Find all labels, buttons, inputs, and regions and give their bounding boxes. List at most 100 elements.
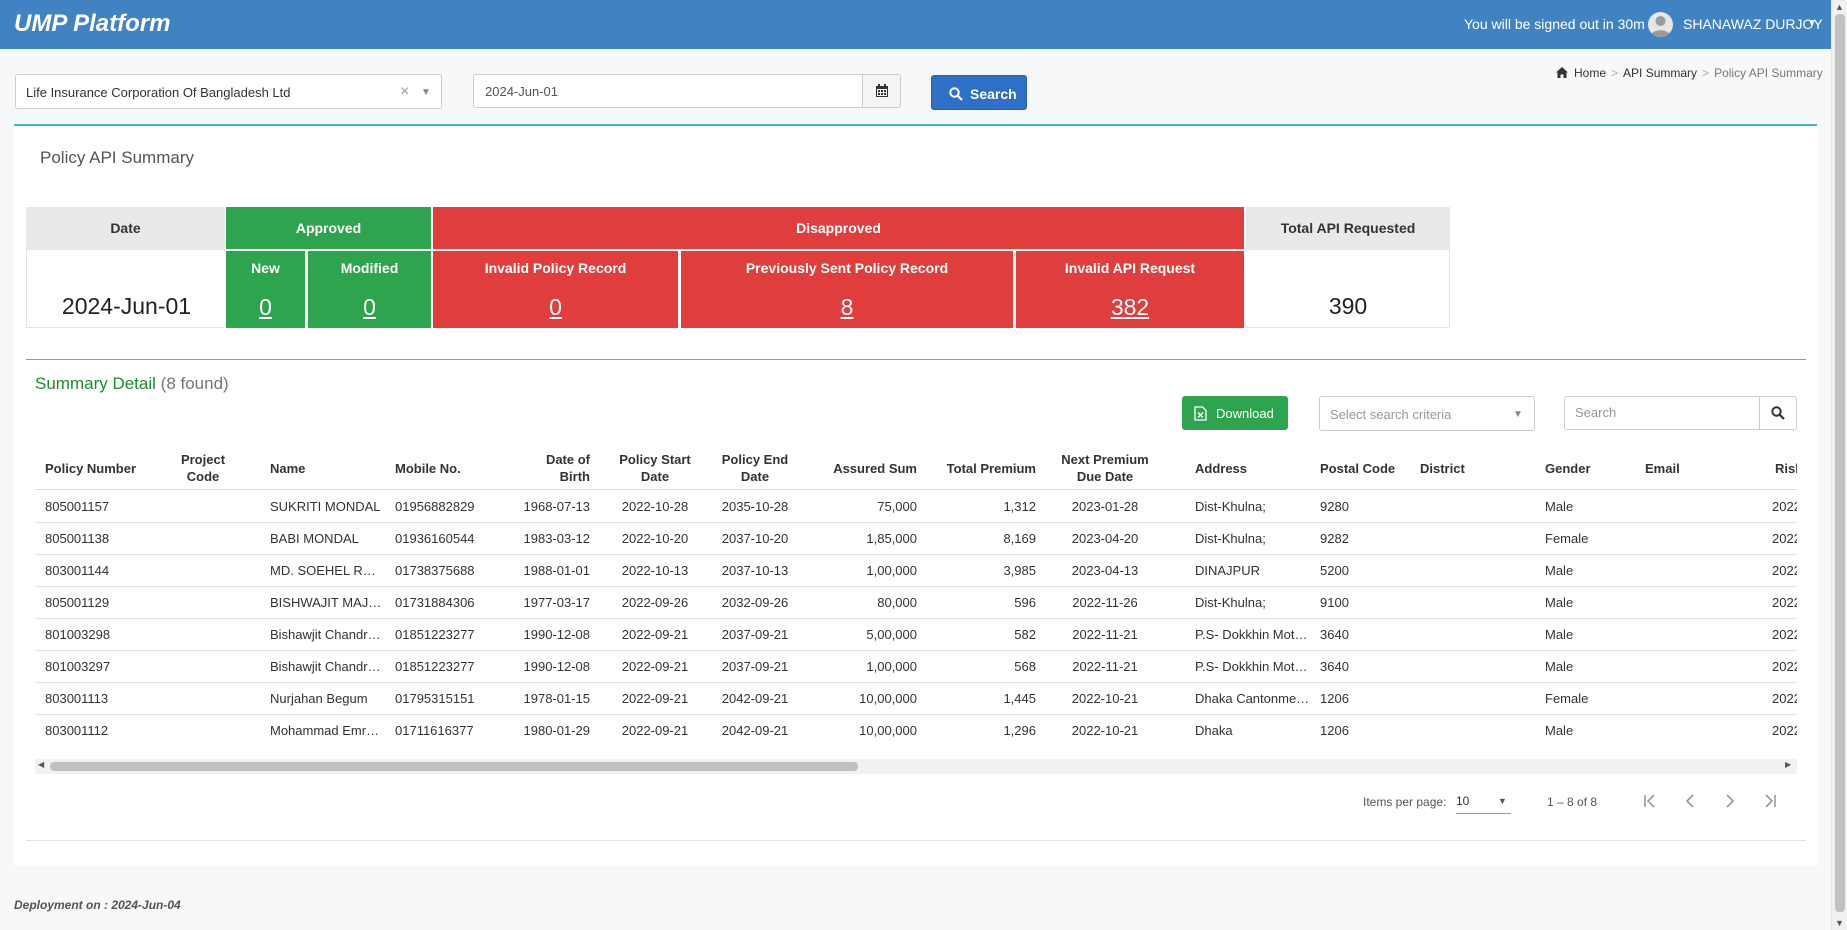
horizontal-scrollbar[interactable]: ◀ ▶ — [35, 759, 1797, 774]
invalid-policy-count-link[interactable]: 0 — [549, 294, 562, 320]
next-page-icon[interactable] — [1718, 789, 1742, 813]
scroll-left-icon[interactable]: ◀ — [38, 760, 45, 769]
table-cell-project — [173, 523, 233, 555]
page-title: Policy API Summary — [40, 148, 194, 167]
table-cell-start: 2022-10-20 — [621, 531, 689, 546]
horizontal-scroll-thumb[interactable] — [50, 762, 858, 771]
clear-icon[interactable]: × — [400, 83, 410, 100]
page-range: 1 – 8 of 8 — [1547, 795, 1598, 809]
organization-select[interactable]: Life Insurance Corporation Of Bangladesh… — [15, 74, 442, 109]
user-menu[interactable]: SHANAWAZ DURJOY — [1683, 16, 1823, 32]
table-cell-address: Dist-Khulna; — [1195, 595, 1266, 610]
column-header[interactable]: Email — [1645, 460, 1680, 476]
table-row[interactable]: 805001138 BABI MONDAL 01936160544 1983-03-1… — [35, 523, 1797, 555]
chevron-down-icon[interactable]: ▼ — [1513, 409, 1523, 420]
table-row[interactable]: 801003297 Bishawjit Chandr… 01851223277 199… — [35, 651, 1797, 683]
new-count-link[interactable]: 0 — [259, 294, 272, 320]
brand-logo[interactable]: UMP Platform — [14, 10, 171, 37]
table-cell-postal: 3640 — [1320, 659, 1349, 674]
first-page-icon[interactable] — [1638, 789, 1662, 813]
column-header[interactable]: Postal Code — [1320, 460, 1396, 476]
scroll-down-icon[interactable]: ▼ — [1835, 918, 1844, 928]
table-cell-policy: 803001113 — [45, 691, 109, 706]
table-cell-district — [1420, 683, 1510, 715]
column-header[interactable]: Address — [1195, 460, 1248, 476]
table-row[interactable]: 801003298 Bishawjit Chandr… 01851223277 199… — [35, 619, 1797, 651]
column-header[interactable]: Assured Sum — [833, 460, 917, 476]
caret-down-icon[interactable]: ▼ — [1807, 18, 1817, 29]
table-cell-premium: 596 — [1014, 595, 1036, 610]
breadcrumb-home[interactable]: Home — [1574, 66, 1607, 80]
page-size-select[interactable]: 10 ▼ — [1456, 788, 1511, 814]
column-header[interactable]: Policy End Date — [721, 452, 789, 484]
vertical-scrollbar[interactable]: ▲ ▼ — [1831, 0, 1847, 930]
divider — [26, 359, 1806, 360]
search-button-label: Search — [970, 86, 1017, 102]
last-page-icon[interactable] — [1758, 789, 1782, 813]
page-size-value: 10 — [1456, 794, 1470, 808]
column-header[interactable]: Project Code — [180, 452, 226, 484]
invalid-api-count-link[interactable]: 382 — [1110, 294, 1150, 320]
scroll-up-icon[interactable]: ▲ — [1835, 2, 1844, 12]
previous-page-icon[interactable] — [1678, 789, 1702, 813]
table-cell-project — [173, 491, 233, 523]
table-cell-project — [173, 619, 233, 651]
table-cell-end: 2042-09-21 — [721, 691, 789, 706]
vertical-scroll-thumb[interactable] — [1835, 14, 1845, 912]
table-search-field[interactable] — [1564, 396, 1760, 430]
table-cell-risk: 2022 — [1772, 563, 1797, 578]
search-criteria-select[interactable]: Select search criteria ▼ — [1319, 396, 1535, 431]
table-cell-assured: 1,85,000 — [866, 531, 917, 546]
table-row[interactable]: 805001129 BISHWAJIT MAJU… 01731884306 1977-… — [35, 587, 1797, 619]
table-cell-end: 2032-09-26 — [721, 595, 789, 610]
table-cell-email — [1645, 523, 1725, 555]
table-row[interactable]: 805001157 SUKRITI MONDAL 01956882829 1968-0… — [35, 491, 1797, 523]
download-button[interactable]: Download — [1182, 396, 1288, 430]
user-avatar-icon[interactable] — [1648, 12, 1673, 37]
approved-header: Approved — [226, 207, 431, 249]
table-row[interactable]: 803001144 MD. SOEHEL RANA 01738375688 1988-… — [35, 555, 1797, 587]
column-header[interactable]: Date of Birth — [545, 452, 590, 484]
column-header[interactable]: Policy Start Date — [619, 452, 691, 484]
table-cell-postal: 5200 — [1320, 563, 1349, 578]
table-cell-end: 2037-10-20 — [721, 531, 789, 546]
organization-value: Life Insurance Corporation Of Bangladesh… — [26, 85, 291, 100]
column-header[interactable]: Risk D — [1775, 460, 1797, 476]
table-search-button[interactable] — [1759, 396, 1797, 430]
table-cell-policy: 805001157 — [45, 499, 110, 514]
column-header[interactable]: Total Premium — [946, 460, 1036, 476]
table-cell-dob: 1977-03-17 — [523, 595, 591, 610]
invalid-policy-cell: Invalid Policy Record 0 — [433, 251, 678, 328]
table-cell-start: 2022-10-13 — [621, 563, 689, 578]
prev-sent-count-link[interactable]: 8 — [840, 294, 854, 320]
column-header[interactable]: Gender — [1545, 460, 1591, 476]
breadcrumb-api-summary[interactable]: API Summary — [1623, 66, 1698, 80]
column-header[interactable]: District — [1420, 460, 1465, 476]
modified-count-link[interactable]: 0 — [363, 294, 376, 320]
table-cell-premium: 8,169 — [1003, 531, 1036, 546]
date-input[interactable]: 2024-Jun-01 — [473, 74, 863, 108]
table-row[interactable]: 803001113 Nurjahan Begum 01795315151 1978-0… — [35, 683, 1797, 715]
table-row[interactable]: 803001112 Mohammad Emr… 01711616377 1980-01… — [35, 715, 1797, 744]
column-header[interactable]: Policy Number — [45, 460, 137, 476]
table-cell-due: 2022-10-21 — [1071, 723, 1139, 738]
table-cell-due: 2023-04-20 — [1071, 531, 1139, 546]
column-header[interactable]: Mobile No. — [395, 460, 461, 476]
chevron-down-icon[interactable]: ▼ — [421, 87, 431, 98]
scroll-right-icon[interactable]: ▶ — [1785, 760, 1792, 769]
table-cell-assured: 10,00,000 — [859, 691, 917, 706]
table-cell-assured: 75,000 — [877, 499, 917, 514]
table-cell-end: 2037-09-21 — [721, 627, 789, 642]
column-header[interactable]: Name — [270, 460, 306, 476]
table-cell-district — [1420, 555, 1510, 587]
table-cell-email — [1645, 555, 1725, 587]
table-cell-address: P.S- Dokkhin Mot… — [1195, 627, 1308, 642]
table-cell-district — [1420, 523, 1510, 555]
column-header[interactable]: Next Premium Due Date — [1061, 452, 1149, 484]
table-cell-address: DINAJPUR — [1195, 563, 1261, 578]
calendar-button[interactable] — [862, 74, 901, 108]
table-cell-address: Dhaka Cantonme… — [1195, 691, 1310, 706]
breadcrumb: Home > API Summary > Policy API Summary — [1556, 66, 1823, 80]
table-search-input[interactable] — [1575, 405, 1745, 420]
search-button[interactable]: Search — [931, 75, 1027, 110]
